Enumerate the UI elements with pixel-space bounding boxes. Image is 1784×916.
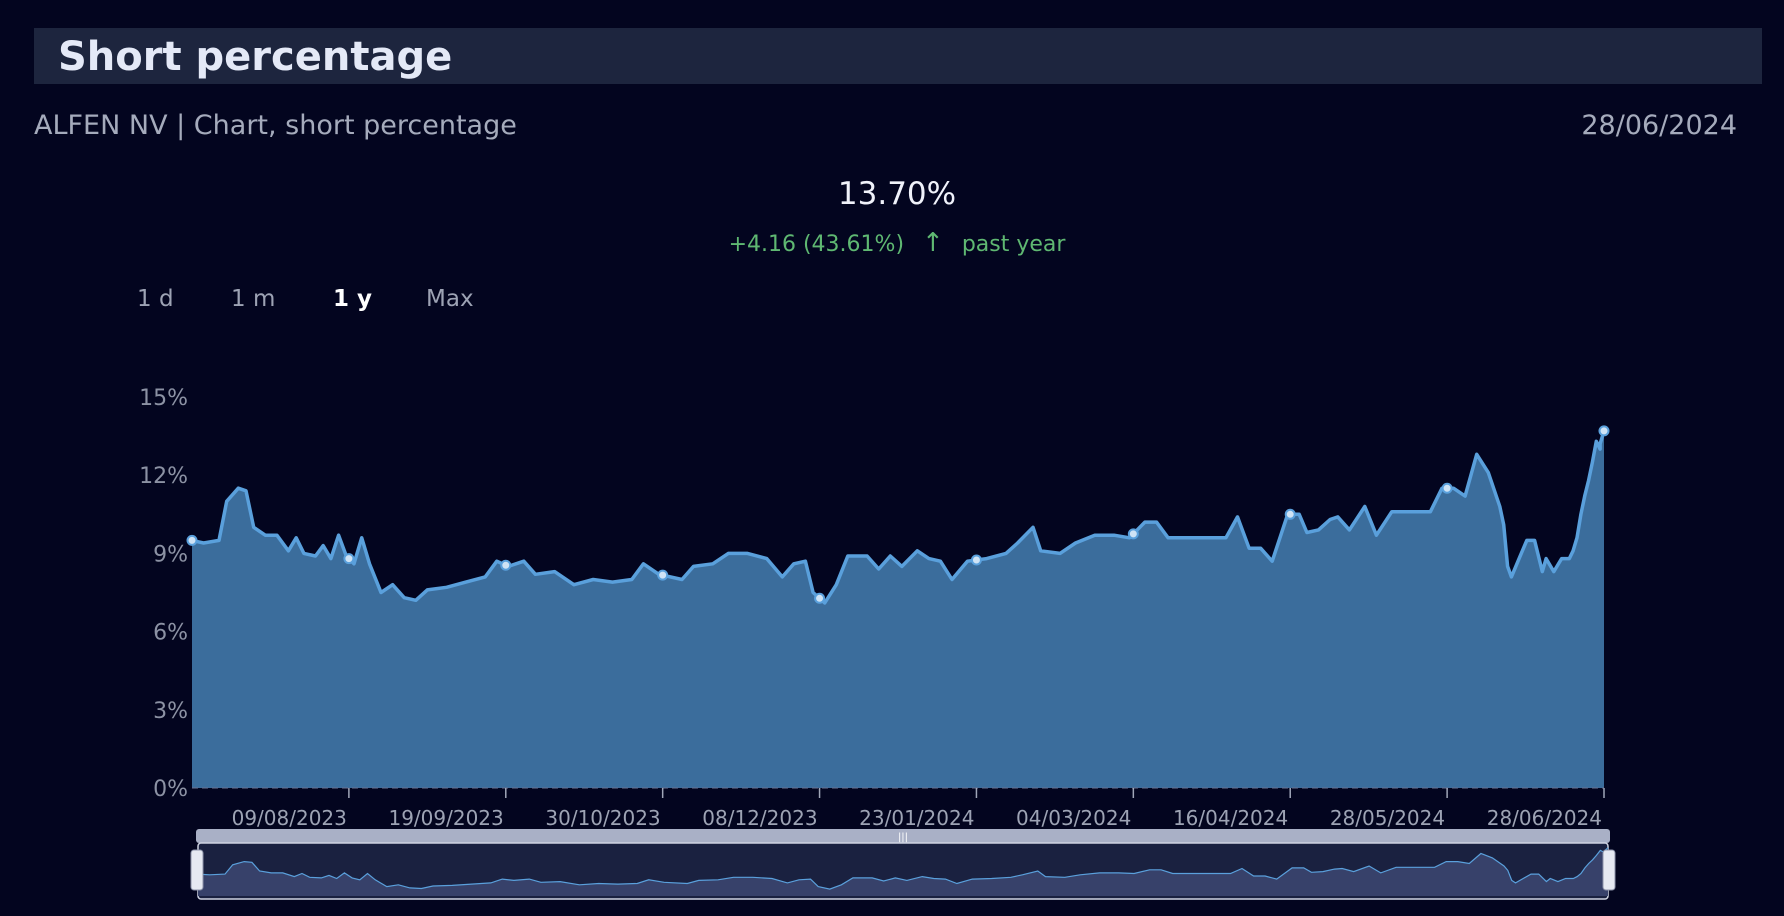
data-point-marker bbox=[814, 592, 826, 604]
x-tick-label: 28/06/2024 bbox=[1487, 806, 1602, 830]
data-point-marker bbox=[500, 559, 512, 571]
x-tick-label: 23/01/2024 bbox=[859, 806, 974, 830]
y-tick-label: 15% bbox=[139, 386, 188, 411]
range-button-1m[interactable]: 1 m bbox=[231, 286, 276, 312]
x-tick-label: 30/10/2023 bbox=[545, 806, 660, 830]
scrollbar-grip-icon[interactable]: ||| bbox=[898, 832, 908, 843]
x-tick-label: 08/12/2023 bbox=[702, 806, 817, 830]
change-summary: +4.16 (43.61%) ↑ past year bbox=[0, 228, 1784, 258]
data-point-marker bbox=[1598, 425, 1610, 437]
data-point-marker bbox=[343, 553, 355, 565]
y-tick-label: 6% bbox=[153, 621, 188, 646]
navigator-line bbox=[197, 847, 1609, 890]
y-tick-label: 3% bbox=[153, 699, 188, 724]
title-bar: Short percentage bbox=[34, 28, 1762, 84]
x-tick-label: 04/03/2024 bbox=[1016, 806, 1131, 830]
range-button-1d[interactable]: 1 d bbox=[137, 286, 174, 312]
change-period: past year bbox=[961, 232, 1066, 257]
range-button-max[interactable]: Max bbox=[426, 286, 474, 312]
as-of-date: 28/06/2024 bbox=[1581, 110, 1737, 141]
y-tick-label: 9% bbox=[153, 542, 188, 567]
series-area bbox=[192, 430, 1604, 788]
y-tick-label: 12% bbox=[139, 464, 188, 489]
arrow-up-icon: ↑ bbox=[922, 228, 944, 258]
series-line bbox=[191, 430, 1606, 605]
x-tick-label: 19/09/2023 bbox=[388, 806, 503, 830]
data-point-marker bbox=[186, 534, 198, 546]
chart-subtitle: ALFEN NV | Chart, short percentage bbox=[34, 110, 517, 141]
navigator-right-handle[interactable] bbox=[1602, 849, 1616, 891]
y-tick-label: 0% bbox=[153, 777, 188, 802]
page-title: Short percentage bbox=[58, 34, 453, 80]
data-point-marker bbox=[1441, 482, 1453, 494]
data-point-marker bbox=[1284, 508, 1296, 520]
x-tick-label: 09/08/2023 bbox=[232, 806, 347, 830]
navigator-scrollbar bbox=[196, 829, 1610, 843]
change-value: +4.16 (43.61%) bbox=[728, 232, 905, 257]
data-point-marker bbox=[970, 554, 982, 566]
current-value: 13.70% bbox=[837, 176, 957, 212]
navigator-left-handle[interactable] bbox=[190, 849, 204, 891]
data-point-marker bbox=[657, 569, 669, 581]
data-point-marker bbox=[1127, 528, 1139, 540]
range-button-1y[interactable]: 1 y bbox=[333, 286, 373, 312]
x-tick-label: 28/05/2024 bbox=[1330, 806, 1445, 830]
navigator-area bbox=[198, 847, 1608, 896]
x-tick-label: 16/04/2024 bbox=[1173, 806, 1288, 830]
